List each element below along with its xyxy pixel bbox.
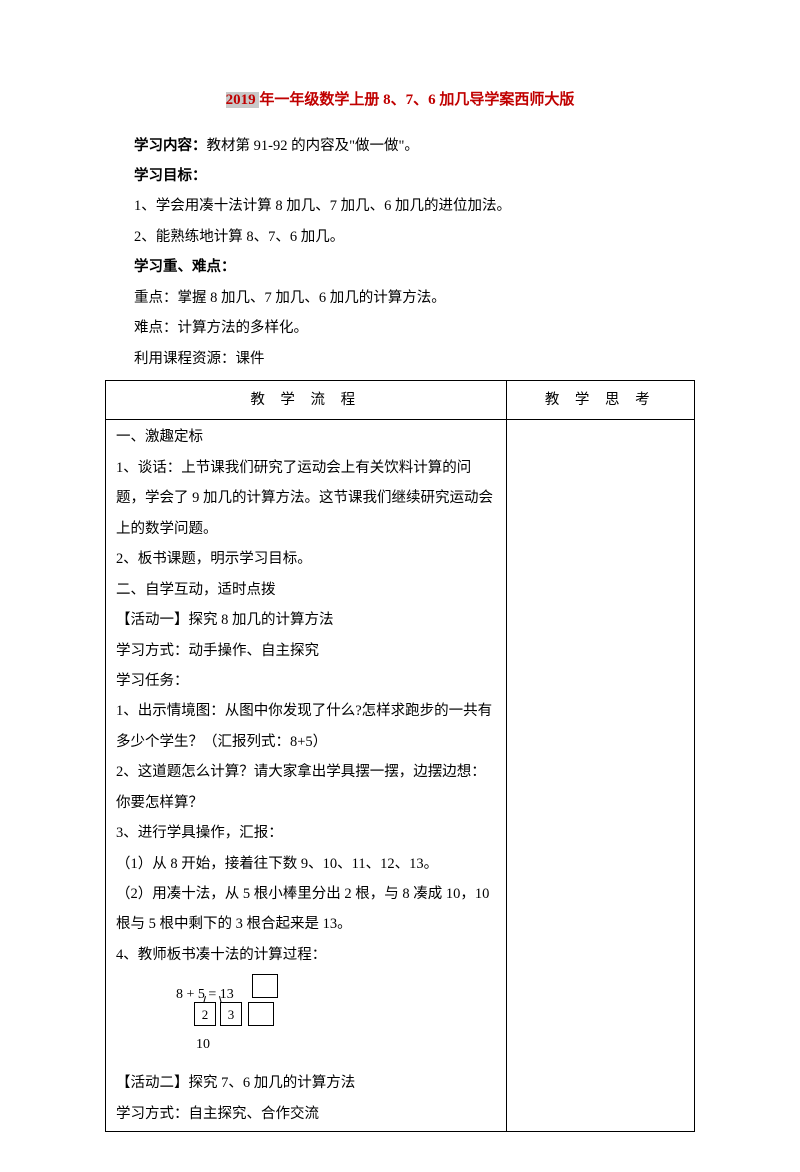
document-title: 2019 年一年级数学上册 8、7、6 加几导学案西师大版 <box>105 85 695 117</box>
diagram-box-result <box>252 974 278 998</box>
thinking-cell <box>506 420 694 1132</box>
goal-item-1: 1、学会用凑十法计算 8 加几、7 加几、6 加几的进位加法。 <box>105 191 695 221</box>
header-flow: 教 学 流 程 <box>106 381 507 420</box>
activity-1-step-1: 1、出示情境图：从图中你发现了什么?怎样求跑步的一共有多少个学生？（汇报列式：8… <box>116 696 496 757</box>
resource-line: 利用课程资源：课件 <box>105 344 695 374</box>
activity-1-mode: 学习方式：动手操作、自主探究 <box>116 636 496 666</box>
goal-item-2: 2、能熟练地计算 8、7、6 加几。 <box>105 222 695 252</box>
intro-section: 学习内容：教材第 91-92 的内容及"做一做"。 学习目标： 1、学会用凑十法… <box>105 131 695 375</box>
title-main: 年一年级数学上册 8、7、6 加几导学案西师大版 <box>259 92 574 108</box>
focus-label: 学习重、难点： <box>134 259 236 275</box>
document-page: 2019 年一年级数学上册 8、7、6 加几导学案西师大版 学习内容：教材第 9… <box>0 0 800 1172</box>
header-thinking: 教 学 思 考 <box>506 381 694 420</box>
section-1-item-2: 2、板书课题，明示学习目标。 <box>116 544 496 574</box>
activity-2-title: 【活动二】探究 7、6 加几的计算方法 <box>116 1068 496 1098</box>
learn-content-label: 学习内容： <box>134 138 207 154</box>
focus-difficulty: 难点：计算方法的多样化。 <box>105 313 695 343</box>
activity-1-step-3a: （1）从 8 开始，接着往下数 9、10、11、12、13。 <box>116 849 496 879</box>
table-body-row: 一、激趣定标 1、谈话：上节课我们研究了运动会上有关饮料计算的问题，学会了 9 … <box>106 420 695 1132</box>
activity-2-mode: 学习方式：自主探究、合作交流 <box>116 1099 496 1129</box>
activity-1-step-3b: （2）用凑十法，从 5 根小棒里分出 2 根，与 8 凑成 10，10 根与 5… <box>116 879 496 940</box>
learn-goal-label: 学习目标： <box>134 168 207 184</box>
focus-key: 重点：掌握 8 加几、7 加几、6 加几的计算方法。 <box>105 283 695 313</box>
diagram-box-split-2: 2 <box>194 1002 216 1026</box>
math-diagram: 8 + 5 = 13 2 3 10 <box>176 974 496 1066</box>
teaching-flow-table: 教 学 流 程 教 学 思 考 一、激趣定标 1、谈话：上节课我们研究了运动会上… <box>105 380 695 1132</box>
learn-content-text: 教材第 91-92 的内容及"做一做"。 <box>207 138 419 154</box>
activity-1-title: 【活动一】探究 8 加几的计算方法 <box>116 605 496 635</box>
section-1-item-1: 1、谈话：上节课我们研究了运动会上有关饮料计算的问题，学会了 9 加几的计算方法… <box>116 453 496 544</box>
activity-1-step-4: 4、教师板书凑十法的计算过程： <box>116 940 496 970</box>
activity-1-step-2: 2、这道题怎么计算？请大家拿出学具摆一摆，边摆边想：你要怎样算？ <box>116 757 496 818</box>
focus-label-line: 学习重、难点： <box>105 252 695 282</box>
learn-content-line: 学习内容：教材第 91-92 的内容及"做一做"。 <box>105 131 695 161</box>
section-1-title: 一、激趣定标 <box>116 422 496 452</box>
flow-cell: 一、激趣定标 1、谈话：上节课我们研究了运动会上有关饮料计算的问题，学会了 9 … <box>106 420 507 1132</box>
learn-goal-label-line: 学习目标： <box>105 161 695 191</box>
activity-1-task: 学习任务： <box>116 666 496 696</box>
diagram-box-extra <box>248 1002 274 1026</box>
diagram-ten: 10 <box>196 1030 210 1059</box>
activity-1-step-3: 3、进行学具操作，汇报： <box>116 818 496 848</box>
title-year: 2019 <box>226 92 260 108</box>
section-2-title: 二、自学互动，适时点拨 <box>116 575 496 605</box>
diagram-box-split-3: 3 <box>220 1002 242 1026</box>
table-header-row: 教 学 流 程 教 学 思 考 <box>106 381 695 420</box>
